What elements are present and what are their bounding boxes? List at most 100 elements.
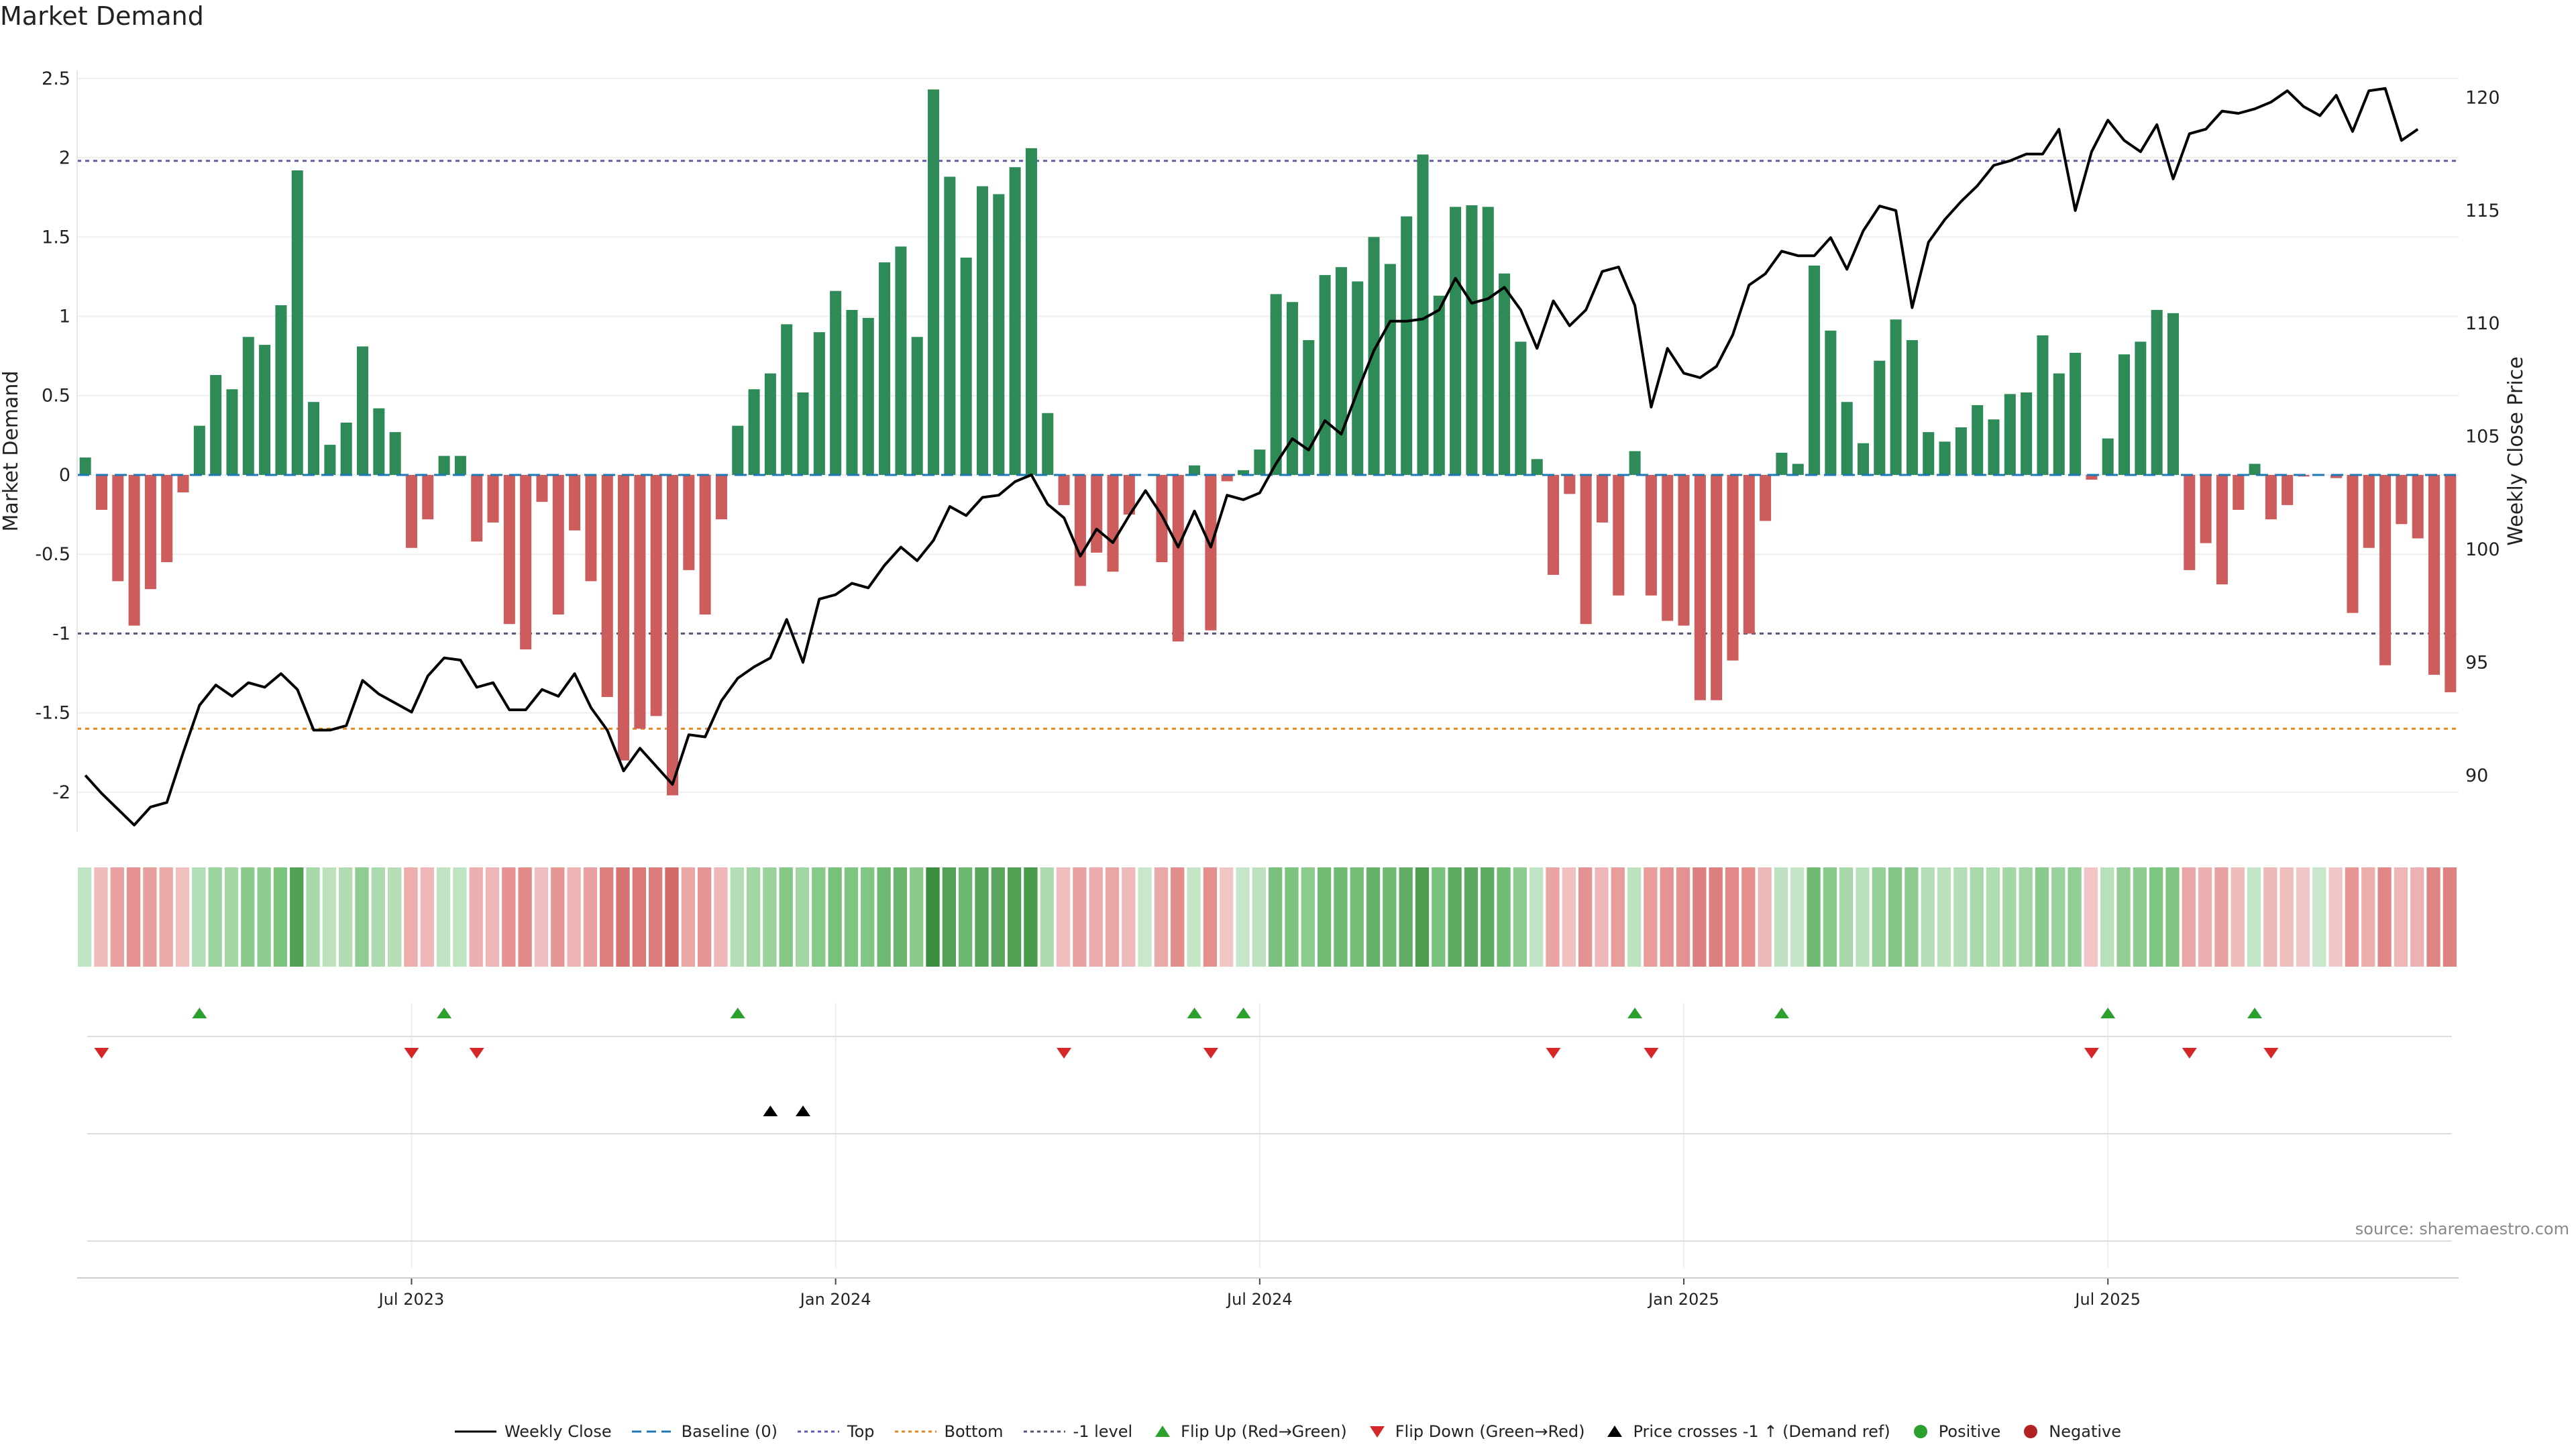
demand-heat-strip bbox=[78, 867, 2457, 967]
demand-bar bbox=[1874, 360, 1886, 475]
heat-cell bbox=[1366, 867, 1381, 967]
demand-bar bbox=[2330, 474, 2343, 478]
heat-cell bbox=[1627, 867, 1642, 967]
legend-label: Baseline (0) bbox=[681, 1422, 777, 1441]
flip-up-marker bbox=[2247, 1008, 2263, 1018]
y-axis-label: Market Demand bbox=[0, 371, 23, 532]
demand-bar bbox=[2167, 313, 2179, 475]
y-tick-label: 2 bbox=[59, 148, 70, 168]
heat-cell bbox=[2231, 867, 2245, 967]
demand-bar bbox=[976, 186, 988, 475]
demand-bar bbox=[797, 392, 809, 475]
heat-cell bbox=[893, 867, 908, 967]
flip-up-marker bbox=[1627, 1008, 1643, 1018]
legend-label: -1 level bbox=[1073, 1422, 1133, 1441]
demand-bar bbox=[308, 402, 320, 475]
legend-dashed-line-icon bbox=[631, 1430, 674, 1433]
demand-bar bbox=[552, 474, 564, 615]
legend-label: Weekly Close bbox=[504, 1422, 612, 1441]
heat-cell bbox=[1040, 867, 1054, 967]
legend-item: Flip Down (Green→Red) bbox=[1367, 1422, 1585, 1441]
y-tick-label: 1 bbox=[59, 307, 70, 327]
y2-tick-label: 105 bbox=[2465, 427, 2500, 447]
demand-bar bbox=[1645, 474, 1657, 596]
flip-down-marker bbox=[2084, 1048, 2099, 1059]
heat-cell bbox=[126, 867, 141, 967]
demand-bar bbox=[2053, 373, 2065, 475]
heat-cell bbox=[975, 867, 989, 967]
heat-cell bbox=[485, 867, 500, 967]
flip-down-marker bbox=[2182, 1048, 2197, 1059]
y2-tick-label: 120 bbox=[2465, 87, 2500, 108]
demand-bar bbox=[1972, 405, 1984, 475]
demand-bar bbox=[1042, 413, 1054, 475]
demand-bar bbox=[1613, 474, 1625, 596]
demand-bar bbox=[161, 474, 173, 563]
demand-bar bbox=[1270, 294, 1282, 475]
heat-cell bbox=[1774, 867, 1788, 967]
heat-cell bbox=[746, 867, 761, 967]
demand-bar bbox=[1678, 474, 1690, 626]
flip-down-marker bbox=[1057, 1048, 1072, 1059]
heat-cell bbox=[2279, 867, 2294, 967]
demand-bar bbox=[813, 332, 825, 475]
legend-label: Bottom bbox=[944, 1422, 1004, 1441]
demand-bar bbox=[1792, 464, 1804, 475]
legend-label: Flip Up (Red→Green) bbox=[1181, 1422, 1347, 1441]
heat-cell bbox=[420, 867, 434, 967]
demand-bar bbox=[960, 258, 972, 475]
legend-label: Flip Down (Green→Red) bbox=[1395, 1422, 1585, 1441]
demand-bar bbox=[1776, 452, 1788, 475]
heat-cell bbox=[2084, 867, 2098, 967]
demand-bar bbox=[781, 324, 793, 475]
signal-markers bbox=[94, 1008, 2279, 1116]
heat-cell bbox=[1383, 867, 1397, 967]
demand-bar bbox=[438, 455, 450, 475]
heat-cell bbox=[143, 867, 157, 967]
demand-bar bbox=[732, 425, 744, 475]
demand-bar bbox=[1743, 474, 1755, 634]
demand-bar bbox=[2004, 394, 2016, 475]
heat-cell bbox=[2035, 867, 2049, 967]
flip-up-marker bbox=[437, 1008, 452, 1018]
demand-bar bbox=[1662, 474, 1674, 621]
demand-bar bbox=[1221, 474, 1233, 482]
flip-up-marker bbox=[1774, 1008, 1789, 1018]
heat-cell bbox=[518, 867, 532, 967]
legend-circle-icon bbox=[2024, 1425, 2038, 1438]
legend-dotted-line-icon bbox=[1023, 1430, 1065, 1433]
demand-bar bbox=[144, 474, 156, 590]
heat-cell bbox=[1839, 867, 1854, 967]
heat-cell bbox=[2443, 867, 2457, 967]
legend-item: Positive bbox=[1911, 1422, 2000, 1441]
demand-bar bbox=[666, 474, 679, 796]
heat-cell bbox=[2394, 867, 2408, 967]
demand-bar bbox=[2184, 474, 2196, 570]
demand-bar bbox=[764, 373, 776, 475]
heat-cell bbox=[959, 867, 973, 967]
y2-axis-label: Weekly Close Price bbox=[2504, 356, 2528, 545]
heat-cell bbox=[1529, 867, 1544, 967]
demand-bar bbox=[193, 425, 205, 475]
legend-item: Baseline (0) bbox=[631, 1422, 777, 1441]
y-tick-label: 0.5 bbox=[42, 386, 70, 407]
heat-cell bbox=[616, 867, 630, 967]
heat-cell bbox=[1171, 867, 1185, 967]
flip-down-marker bbox=[94, 1048, 109, 1059]
demand-bar bbox=[2249, 464, 2261, 475]
demand-bar bbox=[601, 474, 613, 698]
demand-bar bbox=[944, 176, 956, 475]
heat-cell bbox=[2165, 867, 2180, 967]
flip-up-marker bbox=[763, 1106, 778, 1116]
heat-cell bbox=[991, 867, 1005, 967]
flip-down-marker bbox=[469, 1048, 484, 1059]
demand-bar bbox=[1809, 265, 1821, 475]
demand-bar bbox=[1841, 402, 1853, 475]
heat-cell bbox=[2377, 867, 2392, 967]
heat-cell bbox=[2263, 867, 2277, 967]
demand-bar bbox=[1058, 474, 1070, 505]
heat-cell bbox=[1921, 867, 1935, 967]
heat-cell bbox=[1676, 867, 1690, 967]
demand-bar bbox=[1548, 474, 1560, 575]
demand-bar bbox=[1499, 273, 1511, 475]
